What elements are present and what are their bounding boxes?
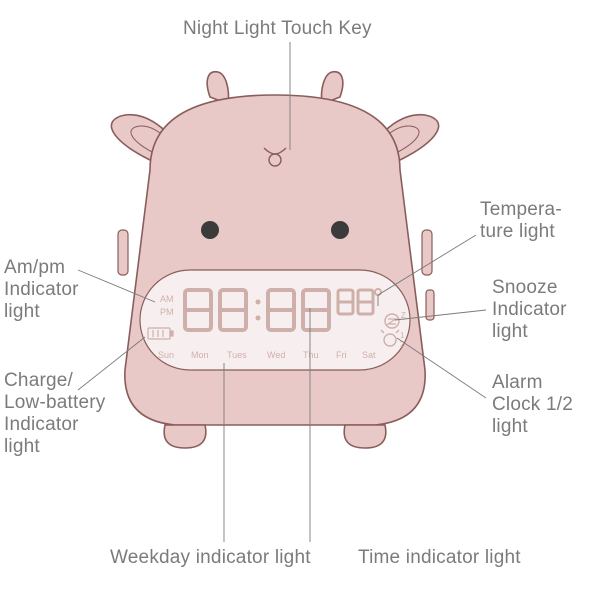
svg-text:Wed: Wed [267, 350, 285, 360]
clock-body [111, 72, 438, 448]
svg-text:Tues: Tues [227, 350, 247, 360]
svg-text:1: 1 [400, 331, 405, 340]
svg-text:Sun: Sun [158, 350, 174, 360]
label-alarm: Alarm Clock 1/2 light [492, 372, 573, 438]
label-ampm: Am/pm Indicator light [4, 257, 79, 323]
svg-text:Mon: Mon [191, 350, 209, 360]
label-temperature: Tempera- ture light [480, 199, 562, 243]
label-weekday: Weekday indicator light [110, 547, 311, 569]
svg-text:Sat: Sat [362, 350, 376, 360]
label-snooze: Snooze Indicator light [492, 277, 567, 343]
eye-right [331, 221, 349, 239]
pm-label: PM [160, 307, 174, 317]
label-time: Time indicator light [358, 547, 521, 569]
label-charge: Charge/ Low-battery Indicator light [4, 370, 105, 457]
label-night-light: Night Light Touch Key [183, 18, 372, 40]
am-label: AM [160, 294, 174, 304]
svg-text:Thu: Thu [303, 350, 319, 360]
eye-left [201, 221, 219, 239]
svg-text:Fri: Fri [336, 350, 347, 360]
display-screen: AM PM [140, 270, 410, 370]
weekday-row: Sun Mon Tues Wed Thu Fri Sat [158, 350, 376, 360]
